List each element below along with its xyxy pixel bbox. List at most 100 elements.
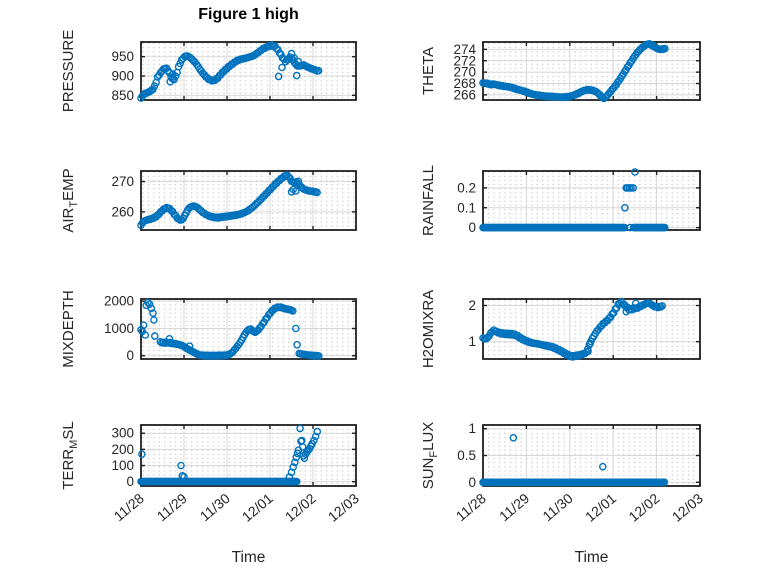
x-tick-label: 12/02 — [625, 490, 662, 525]
data-marker — [314, 66, 323, 75]
data-marker — [292, 71, 301, 80]
subplot-pressure: 850 900 950 PRESSURE — [60, 30, 357, 113]
data-marker — [291, 324, 300, 333]
y-tick-label: 0.2 — [457, 180, 476, 195]
x-tick-label: 11/30 — [197, 490, 233, 524]
x-tick-label: 12/01 — [582, 490, 619, 525]
axes-box — [482, 41, 701, 101]
data-marker — [313, 427, 322, 436]
data-marker — [177, 461, 185, 470]
y-axis-label-sun-flux: SUNFLUX — [420, 422, 440, 490]
data-marker — [138, 450, 146, 459]
y-tick-label: 0.5 — [457, 448, 476, 463]
y-tick-label: 0 — [126, 348, 134, 363]
data-marker — [661, 44, 669, 53]
y-tick-label: 270 — [453, 65, 476, 80]
x-tick-label: 12/03 — [669, 490, 706, 525]
y-tick-label: 0 — [468, 220, 476, 235]
data-marker — [291, 187, 300, 195]
y-tick-label: 260 — [111, 204, 134, 219]
y-tick-label: 200 — [111, 442, 134, 457]
axes-box — [140, 41, 357, 101]
y-tick-label: 270 — [111, 174, 134, 189]
data-marker — [621, 203, 629, 212]
data-marker — [150, 332, 159, 340]
y-axis-label-mixdepth: MIXDEPTH — [60, 290, 77, 368]
y-tick-label: 100 — [111, 458, 134, 473]
data-marker — [310, 436, 318, 445]
y-axis-label-h2omixra: H2OMIXRA — [420, 290, 437, 368]
y-axis-label-pressure: PRESSURE — [60, 30, 77, 113]
rainfall-data-markers — [479, 168, 669, 232]
data-marker — [586, 339, 595, 348]
data-marker — [311, 432, 320, 441]
sun-flux-data-markers — [479, 433, 669, 487]
data-marker — [274, 72, 283, 81]
y-tick-label: 272 — [453, 53, 476, 68]
data-marker — [631, 168, 639, 176]
data-marker — [296, 424, 304, 433]
subplot-rainfall: 0 0.1 0.2 RAINFALL — [420, 165, 701, 236]
data-marker — [632, 299, 640, 308]
data-marker — [622, 307, 631, 316]
x-tick-label: 11/30 — [539, 490, 575, 524]
data-marker — [168, 70, 177, 78]
axes-box — [482, 298, 701, 360]
x-tick-label: 11/29 — [154, 490, 190, 524]
data-marker — [185, 342, 194, 351]
y-tick-label: 1 — [468, 421, 476, 436]
y-tick-label: 268 — [453, 76, 476, 91]
y-axis-label-terr-msl: TERRMSL — [60, 421, 80, 489]
theta-data-markers — [479, 40, 669, 103]
y-tick-label: 1000 — [104, 321, 134, 336]
data-marker — [294, 57, 303, 66]
x-tick-label: 11/29 — [496, 490, 532, 524]
x-tick-label: 11/28 — [111, 490, 147, 524]
data-marker — [629, 184, 638, 192]
data-marker — [145, 300, 154, 309]
terr-msl-data-markers — [137, 424, 322, 486]
data-marker — [149, 309, 157, 318]
data-marker — [139, 321, 148, 330]
data-marker — [313, 188, 321, 197]
data-marker — [627, 184, 635, 192]
data-marker — [298, 443, 307, 451]
y-tick-label: 0 — [468, 475, 476, 490]
data-marker — [291, 458, 299, 467]
data-marker — [314, 352, 323, 360]
subplot-air-temp: 260 270 AIRTEMP — [60, 168, 357, 233]
y-tick-label: 300 — [111, 426, 134, 441]
y-axis-label-air-temp: AIRTEMP — [60, 168, 80, 232]
x-tick-label: 12/03 — [325, 490, 362, 525]
data-marker — [289, 177, 297, 186]
data-marker — [661, 223, 669, 232]
y-tick-label: 2000 — [104, 294, 134, 309]
subplot-sun-flux: 0 0.5 1 11/28 11/29 11/30 12/01 12/02 12/03 SUNFL… — [420, 421, 706, 525]
x-tick-label: 12/02 — [282, 490, 319, 525]
subplot-h2omixra: 1 2 H2OMIXRA — [420, 290, 701, 368]
mixdepth-data-markers — [137, 298, 323, 360]
data-marker — [150, 316, 158, 324]
axes-box — [140, 170, 357, 231]
data-marker — [290, 54, 298, 62]
y-tick-label: 900 — [111, 69, 134, 84]
data-marker — [292, 453, 301, 462]
data-marker — [165, 334, 174, 343]
data-marker — [660, 478, 669, 487]
y-axis-label-theta: THETA — [420, 47, 437, 95]
data-marker — [626, 223, 634, 232]
x-tick-label: 12/01 — [239, 490, 276, 525]
data-marker — [150, 82, 159, 90]
data-marker — [584, 347, 592, 356]
data-marker — [144, 298, 152, 307]
y-tick-label: 2 — [468, 298, 476, 313]
minor-grid — [141, 425, 356, 486]
axes-box — [140, 424, 357, 487]
data-marker — [293, 340, 301, 349]
data-marker — [653, 303, 662, 312]
y-tick-label: 266 — [453, 87, 476, 102]
y-tick-label: 0 — [126, 474, 134, 489]
subplot-mixdepth: 0 1000 2000 MIXDEPTH — [60, 290, 357, 368]
